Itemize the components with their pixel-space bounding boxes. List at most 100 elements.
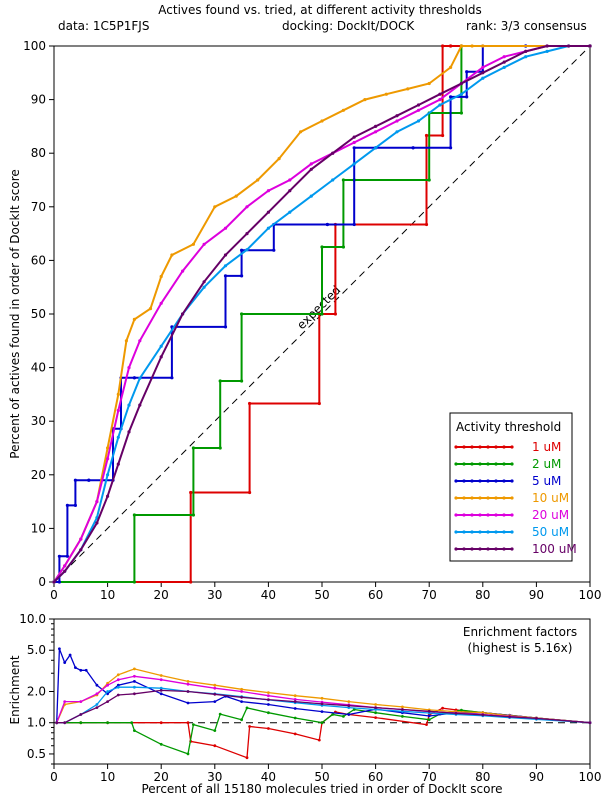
data-point [449,44,453,48]
enrichment-series-5-um [55,647,592,725]
data-point [352,140,356,145]
enrichment-point [186,682,190,686]
data-point [213,205,217,209]
legend-marker [470,530,474,534]
enrichment-point [55,721,59,725]
data-point [438,92,442,96]
enrichment-point [267,727,270,730]
data-point [202,242,206,246]
data-point [223,264,228,268]
data-point [189,490,193,495]
enrichment-point [401,708,404,711]
main-x-tick-label: 20 [154,588,169,602]
data-point [138,403,142,407]
enrichment-point [79,668,83,672]
enrichment-point [347,700,351,703]
data-point [234,194,238,198]
main-y-tick-label: 70 [31,200,46,214]
enrichment-chart: 0 10 20 30 40 50 60 70 80 90 100 0.51.02.05.010.0 … [8,612,601,796]
enrichment-point [106,690,109,693]
enrichment-x-tick-label: 80 [475,770,490,784]
legend-marker [462,445,466,449]
enrichment-point [116,685,120,689]
enrichment-point [213,683,217,687]
enrichment-point [331,713,335,716]
data-point [438,103,442,107]
legend-marker [462,479,466,483]
enrichment-point [186,680,190,683]
main-y-tick-label: 20 [31,468,46,482]
legend-box [449,412,573,562]
main-x-tick-label: 60 [368,588,383,602]
data-point [545,44,549,48]
main-x-tick-label: 40 [261,588,276,602]
data-point [416,108,421,112]
legend-marker [470,547,474,551]
legend-items: 1 uM 2 uM 5 uM 10 uM 20 uM 50 uM 100 uM [454,440,577,556]
main-x-tick-label: 70 [422,588,437,602]
enrichment-point [106,700,109,703]
enrichment-point [186,721,190,725]
data-point [441,133,445,138]
enrichment-point [267,711,270,715]
enrichment-point [159,674,163,677]
data-point [266,210,270,214]
data-point [465,95,469,99]
legend-label: 10 uM [532,491,569,505]
data-point [73,503,77,507]
data-point [459,111,463,115]
enrichment-point [159,721,163,725]
legend-marker [454,513,458,517]
enrichment-title: Enrichment factors [463,625,577,639]
enrichment-point [240,718,244,722]
data-point [95,521,99,525]
legend-marker [510,462,514,466]
data-point [57,580,62,584]
data-point [116,392,120,396]
enrichment-x-axis: 0 10 20 30 40 50 60 70 80 90 100 [50,764,601,784]
legend-marker [502,496,506,500]
data-point [95,500,99,504]
data-point [288,178,292,182]
enrichment-point [293,732,297,736]
main-y-tick-label: 0 [38,575,46,589]
data-point [218,379,222,383]
main-y-tick-label: 90 [31,93,46,107]
legend-marker [470,462,474,466]
enrichment-y-tick-label: 5.0 [27,643,46,657]
enrichment-x-tick-label: 90 [529,770,544,784]
enrichment-point [401,715,404,718]
enrichment-y-tick-label: 2.0 [27,685,46,699]
main-x-tick-label: 50 [314,588,329,602]
expected-line [53,45,591,583]
enrichment-x-tick-label: 60 [368,770,383,784]
enrichment-point [218,712,222,716]
legend-marker [502,530,506,534]
data-point [524,49,528,54]
legend: Activity threshold 1 uM 2 uM 5 uM 10 uM 20 u… [449,412,577,562]
enrichment-point [133,680,136,683]
enrichment-point [267,698,270,701]
legend-marker [494,496,498,500]
data-point [384,92,388,96]
enrichment-point [186,690,190,693]
enrichment-point [267,691,270,694]
enrichment-point [79,713,83,716]
enrichment-point [427,709,431,713]
legend-marker [478,513,482,517]
enrichment-point [293,707,297,710]
enrichment-point [106,721,109,725]
legend-marker [510,547,514,551]
legend-marker [486,496,490,500]
enrichment-point [401,705,404,709]
data-point [502,55,506,59]
data-point [481,71,485,75]
data-point [63,564,67,568]
enrichment-point [159,689,163,692]
data-point [416,103,421,107]
enrichment-series-2-um [55,706,592,756]
data-point [65,554,69,558]
legend-marker [478,445,482,449]
data-point [352,135,356,139]
data-point [181,312,185,316]
